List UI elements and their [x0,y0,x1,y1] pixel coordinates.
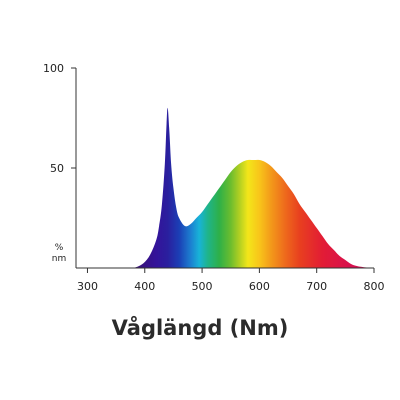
y-axis-ticks: 50 100 [43,62,76,175]
x-tick-label: 800 [364,280,385,293]
x-tick-label: 700 [306,280,327,293]
x-axis-title: Våglängd (Nm) [112,315,289,340]
plot-area [133,107,374,268]
x-tick-label: 300 [77,280,98,293]
x-axis-ticks: 300 400 500 600 700 800 [77,268,385,293]
x-tick-label: 400 [134,280,155,293]
y-tick-label: 50 [50,162,64,175]
x-tick-label: 500 [192,280,213,293]
spectrum-area [133,107,374,268]
y-unit-nm: nm [52,254,66,264]
y-tick-label: 100 [43,62,64,75]
y-unit-percent: % [55,243,64,253]
x-tick-label: 600 [249,280,270,293]
